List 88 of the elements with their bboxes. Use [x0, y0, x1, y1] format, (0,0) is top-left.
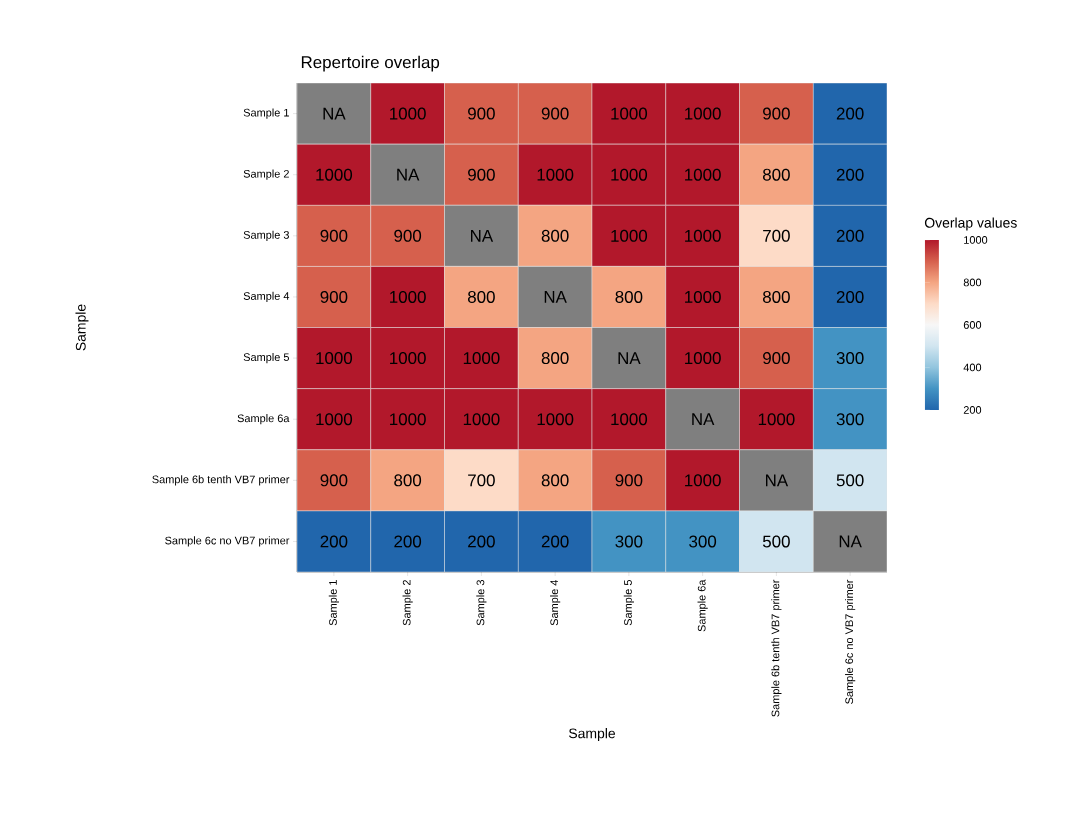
data-label: 900	[320, 290, 348, 303]
text: NA	[397, 168, 420, 181]
data-label: 1000	[685, 290, 721, 303]
x-tick-label: Sample 3	[476, 580, 487, 626]
data-label: 200	[320, 535, 348, 548]
data-label: 300	[689, 535, 717, 548]
data-label: 700	[468, 474, 495, 487]
data-label: 800	[762, 290, 790, 303]
data-label: 1000	[611, 107, 648, 120]
data-label: 500	[762, 535, 790, 548]
x-tick-label: Sample 1	[328, 580, 339, 626]
data-label: 1000	[390, 413, 426, 426]
data-label: 1000	[685, 352, 721, 365]
data-label: 200	[836, 290, 864, 303]
data-label: 200	[836, 107, 864, 120]
data-label: 1000	[390, 352, 426, 365]
y-tick-label: Sample 4	[243, 291, 290, 303]
color-bar-label: 800	[963, 278, 982, 287]
data-label: 1000	[611, 168, 648, 181]
chart-title: Repertoire overlap	[301, 55, 440, 72]
data-label: 700	[763, 229, 790, 242]
x-tick-label: Sample 4	[550, 579, 561, 626]
x-tick-label: Sample 6c no VB7 primer	[845, 579, 856, 704]
data-label: 1000	[758, 413, 795, 426]
text: NA	[766, 474, 789, 487]
x-tick-label: Sample 6b tenth VB7 primer	[771, 579, 782, 717]
data-label: 200	[394, 535, 422, 548]
x-tick-label: Sample 2	[402, 580, 413, 626]
data-label: 200	[541, 535, 569, 548]
data-label: 800	[467, 290, 495, 303]
data-label: 1000	[685, 168, 721, 181]
data-label: 900	[320, 474, 348, 487]
y-axis-title: Sample	[75, 304, 89, 351]
x-axis-title: Sample	[569, 728, 616, 742]
data-label: 800	[541, 229, 569, 242]
data-label: 1000	[390, 107, 426, 120]
data-label: 1000	[611, 413, 648, 426]
data-label: 900	[320, 229, 348, 242]
text: NA	[692, 413, 715, 426]
data-label: 900	[468, 107, 495, 120]
color-bar-label: 400	[963, 363, 982, 372]
y-tick-label: Sample 3	[243, 230, 289, 241]
data-label: 1000	[685, 474, 721, 487]
color-bar-label: 200	[963, 406, 982, 414]
data-label: 800	[541, 474, 569, 487]
data-label: 300	[615, 535, 643, 548]
data-label: 1000	[390, 290, 426, 303]
data-label: 800	[762, 168, 790, 181]
data-label: 1000	[316, 168, 353, 181]
data-label: 1000	[316, 413, 353, 426]
data-label: 900	[394, 229, 422, 242]
data-label: 1000	[611, 229, 648, 242]
data-label: 1000	[685, 107, 721, 120]
text: NA	[323, 107, 346, 120]
text: NA	[544, 291, 567, 303]
y-tick-label: Sample 2	[243, 169, 289, 180]
data-label: 900	[468, 168, 495, 181]
data-label: 900	[763, 352, 790, 365]
color-bar-label: 1000	[964, 236, 988, 244]
x-tick-label: Sample 5	[623, 580, 634, 626]
data-label: 800	[615, 290, 643, 303]
data-label: 900	[541, 107, 569, 120]
y-tick-label: Sample 1	[243, 108, 289, 119]
y-tick-label: Sample 5	[243, 352, 289, 364]
data-label: 1000	[685, 229, 721, 242]
data-label: 300	[836, 352, 864, 365]
data-label: 800	[541, 352, 569, 365]
data-label: 500	[836, 474, 864, 487]
text: NA	[839, 535, 862, 548]
data-label: 1000	[463, 352, 500, 365]
y-tick-label: Sample 6a	[237, 414, 290, 425]
data-label: 300	[836, 413, 864, 426]
data-label: 1000	[463, 413, 500, 426]
data-label: 800	[394, 474, 422, 487]
color-bar-label: 600	[963, 321, 982, 329]
data-label: 1000	[537, 168, 574, 181]
data-label: 200	[468, 535, 495, 548]
data-label: 200	[836, 229, 864, 242]
text: NA	[471, 229, 494, 242]
data-label: 1000	[537, 413, 574, 426]
data-label: 1000	[316, 352, 353, 365]
data-label: 900	[763, 107, 790, 120]
y-tick-label: Sample 6c no VB7 primer	[165, 536, 290, 547]
text: NA	[618, 352, 641, 364]
data-label: 900	[615, 474, 643, 487]
x-tick-label: Sample 6a	[697, 579, 708, 632]
color-bar-title: Overlap values	[924, 217, 1017, 231]
y-tick-label: Sample 6b tenth VB7 primer	[152, 475, 290, 486]
